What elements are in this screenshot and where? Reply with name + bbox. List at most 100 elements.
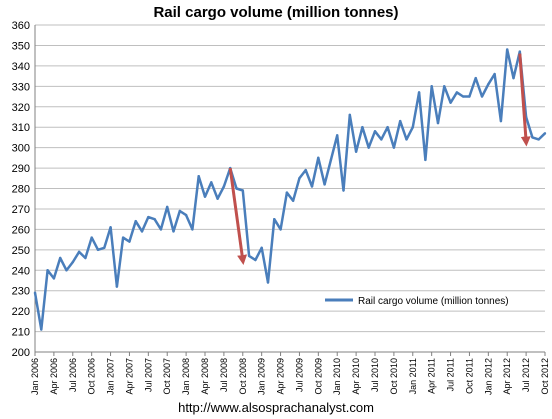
- legend-label: Rail cargo volume (million tonnes): [358, 296, 509, 307]
- data-point: [166, 205, 169, 209]
- data-point: [455, 91, 459, 94]
- data-point: [336, 134, 339, 137]
- data-point: [147, 215, 150, 219]
- data-point: [493, 72, 496, 76]
- data-point: [317, 156, 320, 160]
- y-tick-label: 360: [12, 20, 30, 32]
- y-tick-label: 270: [12, 204, 30, 216]
- x-tick-label: Oct 2009: [313, 358, 323, 395]
- x-tick-label: Oct 2011: [464, 358, 474, 394]
- y-tick-label: 250: [12, 245, 30, 257]
- data-point: [468, 95, 471, 98]
- data-point: [210, 181, 213, 184]
- data-point: [273, 217, 276, 221]
- data-point: [109, 226, 112, 229]
- data-point: [58, 256, 62, 260]
- data-point: [417, 91, 421, 94]
- data-point: [71, 260, 74, 264]
- data-point: [77, 250, 81, 254]
- x-tick-label: Apr 2012: [502, 358, 512, 395]
- x-tick-label: Jul 2008: [219, 358, 229, 392]
- x-tick-label: Oct 2006: [87, 358, 97, 395]
- data-point: [33, 291, 37, 294]
- y-tick-label: 280: [12, 184, 30, 196]
- x-tick-label: Jan 2006: [30, 358, 40, 395]
- data-point: [506, 48, 509, 51]
- data-point: [266, 281, 270, 284]
- y-tick-label: 300: [12, 143, 30, 155]
- x-tick-label: Jan 2007: [106, 358, 116, 395]
- data-point: [411, 125, 414, 129]
- x-tick-label: Jul 2007: [143, 358, 153, 392]
- data-point: [84, 256, 87, 260]
- x-tick-label: Jan 2011: [408, 358, 418, 394]
- x-tick-label: Apr 2006: [49, 358, 59, 395]
- y-tick-label: 290: [12, 163, 30, 175]
- data-point: [159, 228, 163, 231]
- y-tick-label: 340: [12, 61, 30, 73]
- y-tick-label: 230: [12, 286, 30, 298]
- annotation-arrow: [228, 167, 248, 265]
- series-line-rail-cargo: [33, 48, 546, 331]
- data-point: [203, 195, 207, 198]
- data-point: [140, 230, 144, 233]
- x-tick-label: Jul 2006: [68, 358, 78, 392]
- data-point: [386, 125, 389, 129]
- data-point: [543, 132, 547, 135]
- x-tick-label: Apr 2010: [351, 358, 361, 395]
- x-tick-label: Apr 2008: [200, 358, 210, 395]
- data-point: [348, 113, 352, 117]
- data-point: [474, 76, 477, 80]
- source-url[interactable]: http://www.alsosprachanalyst.com: [178, 400, 374, 415]
- y-tick-label: 320: [12, 102, 30, 114]
- x-tick-label: Jan 2008: [181, 358, 191, 395]
- data-point: [298, 177, 301, 180]
- data-point: [115, 285, 119, 288]
- annotation-arrow: [518, 53, 531, 147]
- y-tick-label: 330: [12, 81, 30, 93]
- data-point: [323, 183, 326, 186]
- x-tick-label: Jul 2009: [294, 358, 304, 392]
- data-point: [367, 146, 370, 149]
- data-point: [52, 277, 56, 280]
- y-tick-label: 240: [12, 265, 30, 277]
- data-point: [531, 136, 534, 139]
- data-point: [65, 269, 68, 272]
- data-point: [279, 228, 282, 231]
- x-tick-label: Jul 2012: [521, 358, 531, 392]
- x-tick-label: Oct 2012: [540, 358, 550, 395]
- data-point: [184, 213, 188, 217]
- data-point: [487, 83, 490, 86]
- data-point: [361, 125, 364, 129]
- data-point: [392, 146, 396, 149]
- data-point: [128, 240, 131, 243]
- data-point: [291, 199, 295, 202]
- x-tick-label: Oct 2007: [162, 358, 172, 395]
- data-point: [443, 85, 446, 88]
- data-point: [222, 185, 226, 188]
- data-point: [329, 158, 333, 162]
- data-point: [247, 254, 251, 258]
- data-point: [121, 236, 125, 239]
- data-point: [172, 230, 175, 233]
- data-point: [342, 189, 345, 192]
- data-point: [178, 209, 182, 213]
- x-tick-label: Oct 2008: [238, 358, 248, 395]
- data-point: [499, 119, 503, 123]
- data-point: [46, 269, 49, 272]
- y-tick-label: 210: [12, 327, 30, 339]
- x-tick-label: Jan 2010: [332, 358, 342, 395]
- y-tick-label: 260: [12, 224, 30, 236]
- chart-title: Rail cargo volume (million tonnes): [153, 4, 399, 21]
- data-point: [405, 138, 408, 141]
- y-tick-label: 200: [12, 347, 30, 359]
- x-tick-label: Jan 2009: [257, 358, 267, 395]
- data-point: [134, 220, 137, 223]
- data-point: [153, 217, 156, 221]
- data-point: [96, 248, 100, 252]
- x-tick-label: Jan 2012: [483, 358, 493, 395]
- data-point: [537, 138, 540, 141]
- data-point: [285, 191, 289, 194]
- x-tick-label: Apr 2011: [427, 358, 437, 394]
